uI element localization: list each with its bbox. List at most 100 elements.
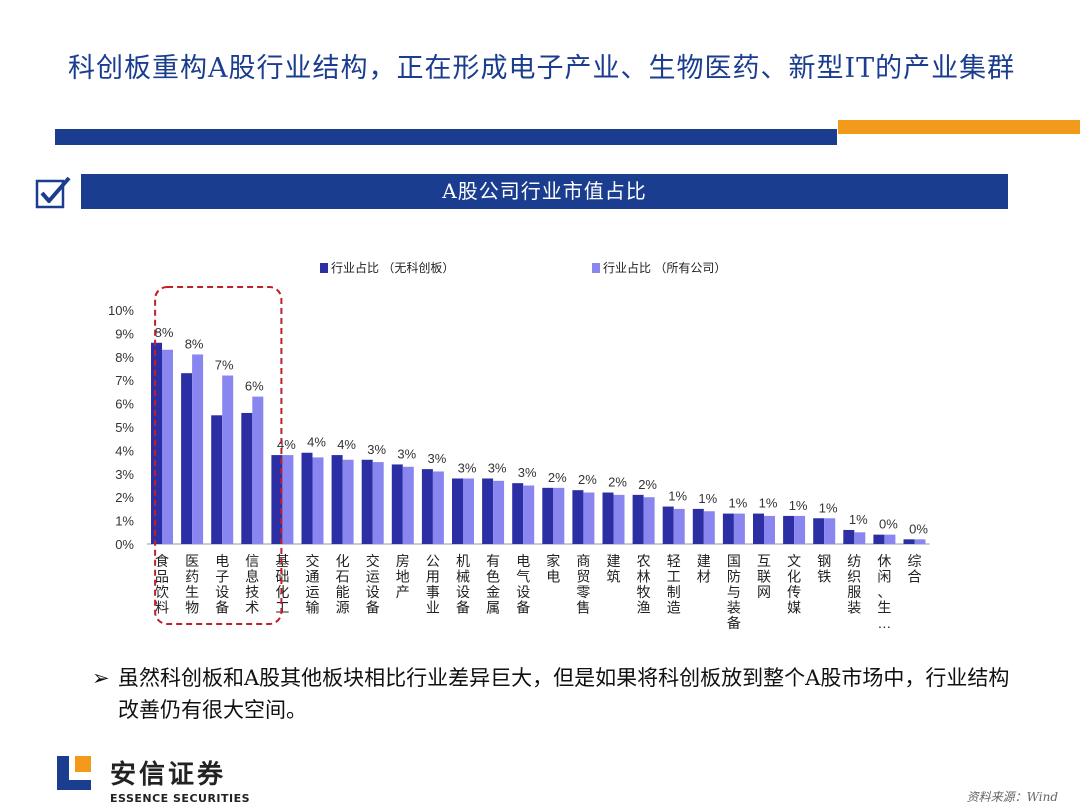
bar bbox=[722, 513, 734, 544]
page-title: 科创板重构A股行业结构，正在形成电子产业、生物医药、新型IT的产业集群 bbox=[68, 53, 1016, 84]
data-label: 1% bbox=[729, 496, 748, 511]
y-tick-label: 10% bbox=[108, 303, 134, 318]
data-label: 2% bbox=[608, 475, 627, 490]
bar bbox=[432, 471, 444, 544]
bar bbox=[632, 494, 644, 544]
bar bbox=[151, 342, 162, 544]
x-tick-label: 轻 bbox=[667, 553, 681, 569]
bar bbox=[692, 508, 704, 544]
bar bbox=[211, 415, 223, 544]
x-tick-label: 织 bbox=[847, 569, 861, 585]
bar bbox=[271, 455, 283, 544]
bar bbox=[301, 452, 313, 544]
x-tick-label: 、 bbox=[877, 584, 891, 600]
x-tick-label: 机 bbox=[456, 553, 470, 569]
x-tick-label: 地 bbox=[396, 569, 410, 585]
industry-bar-chart: 0% 1% 2% 3% 4% 5% 6% 7% 8% 9% 10% 行业占比 （无科创板） 行业占比 （… bbox=[108, 260, 930, 631]
data-label: 3% bbox=[397, 446, 416, 461]
x-tick-label: 品 bbox=[155, 569, 169, 585]
bar bbox=[753, 513, 764, 544]
header-rule-blue bbox=[55, 129, 837, 145]
x-tick-label: 综 bbox=[908, 553, 922, 569]
logo-text-cn: 安信证券 bbox=[110, 760, 227, 790]
x-tick-label: 牧 bbox=[637, 584, 651, 600]
x-tick-label: 造 bbox=[667, 600, 681, 616]
logo-text-en: ESSENCE SECURITIES bbox=[110, 792, 251, 805]
data-label: 3% bbox=[458, 460, 477, 475]
x-tick-label: 备 bbox=[516, 600, 530, 616]
x-tick-label: 建 bbox=[697, 553, 711, 569]
x-tick-label: 术 bbox=[245, 600, 259, 616]
bullet-point: ➢ 虽然科创板和A股其他板块相比行业差异巨大，但是如果将科创板放到整个A股市场中… bbox=[92, 662, 1012, 726]
x-tick-label: 化 bbox=[336, 553, 350, 569]
x-tick-label: 生 bbox=[185, 584, 199, 600]
x-tick-label: 传 bbox=[787, 584, 801, 600]
bar bbox=[873, 534, 885, 544]
bar bbox=[512, 483, 524, 544]
x-tick-label: 械 bbox=[456, 569, 470, 585]
x-tick-label: 材 bbox=[697, 569, 711, 585]
x-tick-label: 药 bbox=[185, 569, 199, 585]
x-tick-label: 饮 bbox=[155, 584, 169, 600]
highlight-box bbox=[154, 286, 283, 625]
x-tick-label: 备 bbox=[456, 600, 470, 616]
x-tick-label: 建 bbox=[607, 553, 621, 569]
bar bbox=[222, 375, 234, 544]
x-tick-label: 闲 bbox=[877, 569, 891, 585]
y-tick-label: 1% bbox=[115, 514, 134, 529]
x-tick-label: 金 bbox=[486, 584, 500, 600]
bar bbox=[662, 506, 674, 544]
x-tick-label: 媒 bbox=[787, 600, 801, 616]
bar bbox=[162, 349, 173, 544]
bar bbox=[241, 412, 253, 544]
data-label: 3% bbox=[518, 465, 537, 480]
y-tick-label: 7% bbox=[115, 373, 134, 388]
data-label: 6% bbox=[245, 379, 264, 394]
x-tick-label: 生 bbox=[877, 600, 891, 616]
bar bbox=[463, 478, 474, 544]
x-tick-label: 家 bbox=[546, 553, 560, 569]
x-tick-label: 防 bbox=[727, 569, 741, 585]
essence-logo-icon bbox=[57, 756, 91, 790]
x-tick-label: 纺 bbox=[847, 553, 861, 569]
bar bbox=[331, 455, 343, 544]
x-tick-label: 铁 bbox=[817, 569, 831, 585]
x-tick-label: 休 bbox=[877, 553, 891, 569]
bar bbox=[703, 511, 715, 544]
y-tick-label: 9% bbox=[115, 326, 134, 341]
header-rule-orange bbox=[838, 120, 1080, 134]
bar bbox=[361, 459, 373, 544]
x-tick-label: 国 bbox=[727, 553, 741, 569]
data-label: 2% bbox=[638, 477, 657, 492]
data-label: 0% bbox=[879, 517, 898, 532]
bar bbox=[914, 539, 926, 544]
x-tick-label: 农 bbox=[637, 553, 651, 569]
bar bbox=[764, 515, 775, 544]
checkbox-check-icon bbox=[35, 176, 71, 209]
bar bbox=[542, 487, 554, 544]
bar bbox=[783, 515, 795, 544]
x-tick-label: 产 bbox=[396, 584, 410, 600]
y-tick-label: 8% bbox=[115, 350, 134, 365]
x-tick-label: 设 bbox=[516, 584, 530, 600]
data-label: 3% bbox=[428, 451, 447, 466]
x-tick-label: 交 bbox=[306, 553, 320, 569]
data-label: 0% bbox=[909, 521, 928, 536]
x-tick-label: 有 bbox=[486, 553, 500, 569]
x-tick-label: 制 bbox=[667, 584, 681, 600]
bar bbox=[342, 459, 354, 544]
x-tick-label: 设 bbox=[456, 584, 470, 600]
bar bbox=[482, 478, 494, 544]
x-tick-label: 医 bbox=[185, 553, 199, 569]
x-tick-label: 设 bbox=[215, 584, 229, 600]
bar bbox=[602, 492, 614, 544]
x-tick-label: 电 bbox=[516, 553, 530, 569]
y-tick-label: 5% bbox=[115, 420, 134, 435]
x-tick-label: 备 bbox=[727, 615, 741, 631]
bar bbox=[391, 464, 403, 544]
data-label: 3% bbox=[367, 442, 386, 457]
x-tick-label: 息 bbox=[245, 569, 259, 585]
data-label: 2% bbox=[578, 472, 597, 487]
data-label: 1% bbox=[789, 498, 808, 513]
data-label: 4% bbox=[307, 435, 326, 450]
